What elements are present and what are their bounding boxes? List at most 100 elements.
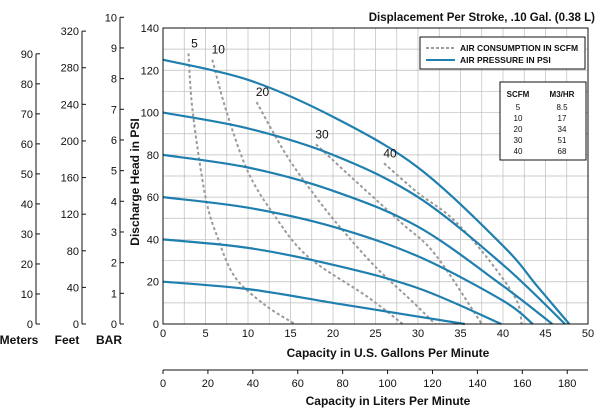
legend-pressure-label: AIR PRESSURE IN PSI (460, 55, 551, 65)
secondary-x-tick-label: 160 (513, 378, 531, 390)
bar-axis-label: BAR (96, 333, 122, 347)
secondary-x-tick-label: 140 (468, 378, 486, 390)
secondary-x-tick-label: 120 (423, 378, 441, 390)
x-tick-label: 15 (284, 328, 296, 340)
x-tick-label: 20 (327, 328, 339, 340)
secondary-y-tick-label: 40 (67, 282, 79, 294)
scfm-label-40: 40 (383, 146, 397, 160)
y-tick-label: 0 (153, 319, 159, 331)
secondary-y-tick-label: 60 (21, 139, 33, 151)
air-consumption-curve-30 (315, 143, 483, 325)
x-tick-label: 35 (454, 328, 466, 340)
secondary-y-tick-label: 0 (111, 319, 117, 331)
air-pressure-curve-125-psi (162, 58, 571, 325)
scfm-table-header-m3hr: M3/HR (550, 90, 575, 99)
scfm-table-cell-m3hr: 8.5 (556, 103, 568, 112)
secondary-y-tick-label: 70 (21, 109, 33, 121)
x-tick-label: 5 (202, 328, 208, 340)
secondary-y-tick-label: 10 (21, 289, 33, 301)
air-pressure-curve-20-psi (162, 280, 465, 326)
secondary-y-tick-label: 1 (111, 288, 117, 300)
air-consumption-curve-5 (187, 53, 296, 325)
air-pressure-curve-80-psi (162, 153, 553, 325)
scfm-table-cell-m3hr: 68 (558, 147, 567, 156)
scfm-table-header-scfm: SCFM (507, 90, 530, 99)
y-tick-label: 120 (141, 65, 159, 77)
x-tick-label: 30 (412, 328, 424, 340)
scfm-table-cell-m3hr: 17 (558, 114, 567, 123)
secondary-y-tick-label: 3 (111, 227, 117, 239)
scfm-table-cell-scfm: 30 (514, 136, 523, 145)
scfm-table-cell-scfm: 20 (514, 125, 523, 134)
secondary-y-tick-label: 90 (21, 49, 33, 61)
scfm-label-20: 20 (256, 85, 270, 99)
air-pressure-curve-100-psi (162, 111, 566, 325)
air-consumption-curve-20 (255, 101, 436, 325)
secondary-y-tick-label: 50 (21, 169, 33, 181)
secondary-axes: 0 20 40 60 80 100 120 140 160 1800102030405060708… (21, 12, 588, 390)
scfm-label-30: 30 (315, 127, 329, 141)
scfm-table-rows: 5 8.5 10 17 20 34 30 51 40 68 (514, 103, 569, 156)
legend-consumption-label: AIR CONSUMPTION IN SCFM (460, 43, 578, 53)
grid (162, 27, 589, 325)
secondary-x-tick-label: 100 (378, 378, 396, 390)
y-tick-label: 140 (141, 23, 159, 35)
meters-axis-label: Meters (0, 333, 39, 347)
x-tick-label: 50 (582, 328, 594, 340)
scfm-table: SCFM M3/HR 5 8.5 10 17 20 34 30 51 40 68 (499, 81, 587, 161)
secondary-y-tick-label: 30 (21, 229, 33, 241)
secondary-y-tick-label: 2 (111, 258, 117, 270)
scfm-table-cell-scfm: 10 (514, 114, 523, 123)
x-tick-label: 45 (539, 328, 551, 340)
secondary-y-tick-label: 320 (61, 26, 79, 38)
secondary-y-tick-label: 240 (61, 99, 79, 111)
scfm-table-cell-m3hr: 34 (558, 125, 567, 134)
secondary-y-tick-label: 6 (111, 135, 117, 147)
y-tick-label: 60 (147, 192, 159, 204)
secondary-y-tick-label: 10 (105, 12, 117, 24)
plot-frame (162, 27, 589, 325)
scfm-table-cell-m3hr: 51 (558, 136, 567, 145)
legend: AIR CONSUMPTION IN SCFM AIR PRESSURE IN … (419, 36, 586, 70)
secondary-y-tick-label: 200 (61, 136, 79, 148)
x-tick-label: 40 (497, 328, 509, 340)
secondary-y-tick-label: 9 (111, 43, 117, 55)
scfm-table-box (499, 81, 587, 161)
scfm-label-5: 5 (191, 36, 198, 50)
secondary-y-tick-label: 80 (21, 79, 33, 91)
secondary-x-tick-label: 0 (160, 378, 166, 390)
secondary-y-tick-label: 5 (111, 166, 117, 178)
secondary-x-tick-label: 80 (337, 378, 349, 390)
secondary-y-tick-label: 160 (61, 173, 79, 185)
feet-axis-label: Feet (55, 333, 80, 347)
y-tick-label: 20 (147, 277, 159, 289)
secondary-x-tick-label: 40 (247, 378, 259, 390)
y-tick-label: 40 (147, 234, 159, 246)
secondary-y-tick-label: 80 (67, 246, 79, 258)
scfm-table-cell-scfm: 5 (516, 103, 521, 112)
scfm-label-10: 10 (212, 43, 226, 57)
air-pressure-curve-40-psi (162, 238, 502, 326)
chart-title: Displacement Per Stroke, .10 Gal. (0.38 … (369, 12, 595, 24)
secondary-y-tick-label: 0 (73, 319, 79, 331)
secondary-y-tick-label: 120 (61, 209, 79, 221)
secondary-x-axis-title: Capacity in Liters Per Minute (306, 394, 471, 408)
x-tick-label: 25 (369, 328, 381, 340)
secondary-y-tick-label: 8 (111, 74, 117, 86)
x-tick-label: 10 (242, 328, 254, 340)
tick-labels: 0 5 10 15 20 25 30 35 40 45 50 0 20 40 60 80 100 120 140 (141, 23, 594, 340)
scfm-table-cell-scfm: 40 (514, 147, 523, 156)
y-axis-title: Discharge Head in PSI (128, 118, 142, 245)
secondary-x-tick-label: 60 (292, 378, 304, 390)
x-tick-label: 0 (160, 328, 166, 340)
secondary-y-tick-label: 20 (21, 259, 33, 271)
secondary-y-tick-label: 280 (61, 63, 79, 75)
secondary-x-tick-label: 180 (558, 378, 576, 390)
air-pressure-curve-60-psi (162, 196, 534, 325)
scfm-curve-labels: 5 10 20 30 40 (191, 36, 397, 160)
secondary-y-tick-label: 4 (111, 196, 117, 208)
air-pressure-curves (162, 58, 571, 326)
air-consumption-curve-10 (211, 59, 404, 325)
secondary-y-tick-label: 7 (111, 104, 117, 116)
